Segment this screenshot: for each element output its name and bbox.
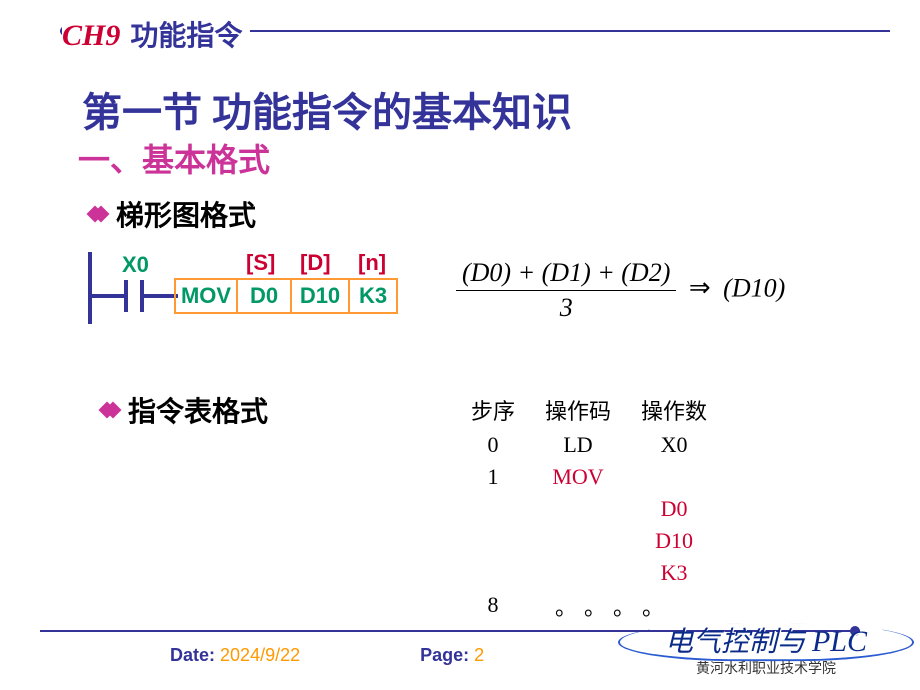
th-opcode: 操作码 [531,392,625,428]
table-row: 1MOV [457,462,721,492]
table-row: D10 [457,526,721,556]
cell-step [457,494,529,524]
ellipsis-dots: 。。。。 [555,590,682,622]
logo-subtitle: 黄河水利职业技术学院 [636,658,896,678]
table-row: 0LDX0 [457,430,721,460]
cell-opcode: LD [531,430,625,460]
instruction-table: 步序 操作码 操作数 0LDX01MOVD0D10K38 [455,390,723,622]
formula: (D0) + (D1) + (D2) 3 ⇒ (D10) [456,258,785,323]
date-label: Date: [170,645,215,665]
logo-title: 电气控制与 PLC [636,620,896,660]
cell-operand: D0 [627,494,721,524]
bracket-s: [S] [246,250,275,276]
th-operand: 操作数 [627,392,721,428]
page-value: 2 [474,645,484,665]
cell-opcode [531,494,625,524]
chapter-title: 功能指令 [130,21,242,52]
page-label: Page: [420,645,469,665]
table-row: K3 [457,558,721,588]
ladder-svg [86,252,186,324]
bullet-2: 指令表格式 [104,390,268,430]
table-head-row: 步序 操作码 操作数 [457,392,721,428]
chapter-code: CH9 [62,19,120,52]
cell-operand: X0 [627,430,721,460]
cell-step: 8 [457,590,529,620]
cell-opcode [531,558,625,588]
footer-page: Page: 2 [420,645,484,666]
cell-step: 1 [457,462,529,492]
cell-operand: D10 [627,526,721,556]
cell-d10: D10 [292,278,350,314]
formula-arrow: ⇒ [689,273,711,302]
table-row: D0 [457,494,721,524]
bullet-text: 指令表格式 [128,390,268,430]
formula-denominator: 3 [456,291,676,323]
footer-date: Date: 2024/9/22 [170,645,300,666]
ladder-cells: MOV D0 D10 K3 [174,278,398,314]
bullet-1: 梯形图格式 [92,194,256,234]
cell-d0: D0 [238,278,292,314]
cell-operand [627,462,721,492]
cell-mov: MOV [174,278,238,314]
cell-k3: K3 [350,278,398,314]
cell-step [457,526,529,556]
cell-opcode: MOV [531,462,625,492]
date-value: 2024/9/22 [220,645,300,665]
cell-step [457,558,529,588]
section-subtitle: 一、基本格式 [78,135,270,181]
th-step: 步序 [457,392,529,428]
formula-result: (D10) [723,273,785,302]
ladder-diagram [86,252,186,324]
logo-text-a: 电气控制与 [665,627,812,658]
cell-step: 0 [457,430,529,460]
cell-operand: K3 [627,558,721,588]
logo: 电气控制与 PLC 黄河水利职业技术学院 [636,620,896,678]
bullet-icon [92,207,106,221]
formula-numerator: (D0) + (D1) + (D2) [456,258,676,291]
cell-opcode [531,526,625,556]
bracket-d: [D] [300,250,331,276]
bullet-text: 梯形图格式 [116,194,256,234]
bracket-n: [n] [358,250,386,276]
logo-text-b: PLC [812,625,867,658]
slide-header: CH9 功能指令 [62,14,250,54]
section-title: 第一节 功能指令的基本知识 [82,80,572,138]
bullet-icon [104,403,118,417]
footer: Date: 2024/9/22 Page: 2 [170,645,484,666]
